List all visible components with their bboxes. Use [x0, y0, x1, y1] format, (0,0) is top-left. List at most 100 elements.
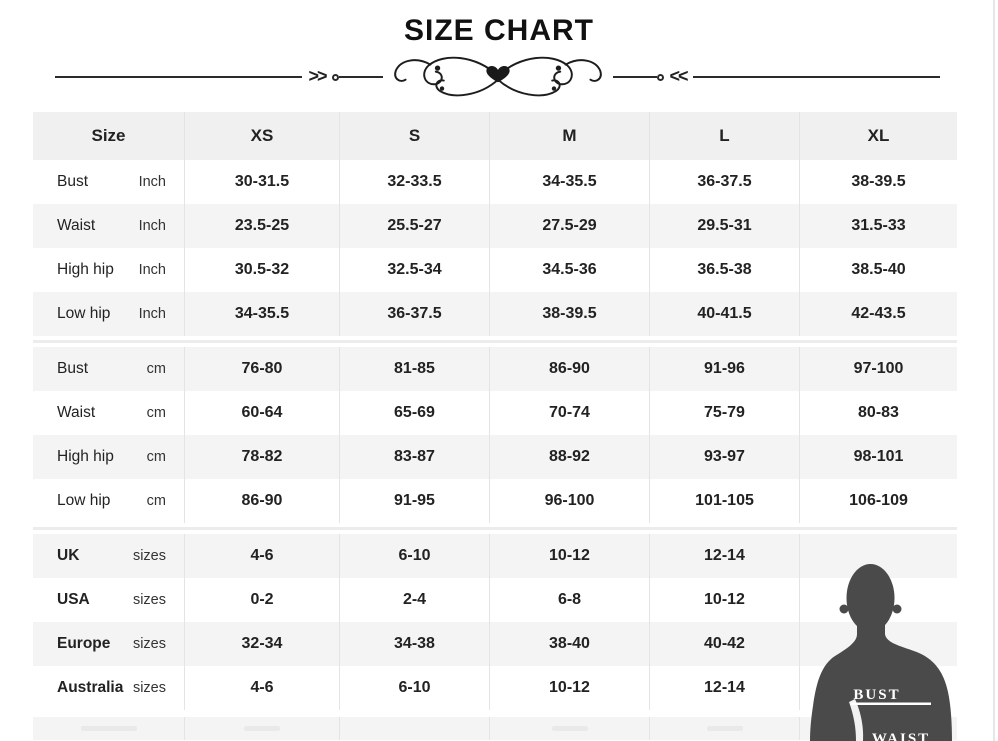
unit-label: sizes — [132, 548, 166, 564]
value-cell: 34-38 — [340, 622, 490, 666]
measure-label: High hip — [57, 448, 114, 465]
row-header-cell: High hip Inch — [33, 248, 185, 292]
row-header-cell: Bust cm — [33, 347, 185, 391]
value-cell: 10-12 — [650, 578, 800, 622]
row-header-cell: UK sizes — [33, 534, 185, 578]
value-cell: 86-90 — [185, 479, 340, 523]
value-cell: 10-12 — [490, 534, 650, 578]
value-cell: 23.5-25 — [185, 204, 340, 248]
row-header-cell: Bust Inch — [33, 160, 185, 204]
double-arrow-right-icon: >> — [308, 65, 327, 86]
arm-gap-highlight — [849, 699, 864, 741]
spacer-hairline — [33, 340, 957, 343]
value-cell: 12-14 — [650, 666, 800, 710]
table-row-waist-inch: Waist Inch 23.5-25 25.5-27 27.5-29 29.5-… — [33, 204, 957, 248]
value-cell: 91-95 — [340, 479, 490, 523]
row-header-cell: Low hip Inch — [33, 292, 185, 336]
divider-line-left — [55, 76, 303, 78]
region-label: Europe — [57, 635, 111, 652]
value-cell: 29.5-31 — [650, 204, 800, 248]
divider-line-inner-right — [612, 76, 657, 78]
page-title: SIZE CHART — [404, 14, 594, 47]
empty-cell — [340, 717, 490, 740]
table-row-bust-inch: Bust Inch 30-31.5 32-33.5 34-35.5 36-37.… — [33, 160, 957, 204]
ornamental-divider: >> << — [0, 53, 998, 101]
spacer-hairline — [33, 527, 957, 530]
value-cell: 32-34 — [185, 622, 340, 666]
unit-label: Inch — [138, 218, 166, 234]
section-gap — [33, 710, 957, 717]
table-row-partial-cutoff — [33, 717, 957, 740]
value-cell: 42-43.5 — [851, 305, 906, 322]
table-row-europe-sizes: Europe sizes 32-34 34-38 38-40 40-42 — [33, 622, 957, 666]
value-cell: 78-82 — [185, 435, 340, 479]
waist-label: WAIST — [872, 731, 930, 741]
header-cell-s: S — [340, 112, 490, 160]
value-cell: 31.5-33 — [851, 217, 906, 234]
ring-ornament-icon — [331, 73, 339, 81]
row-header-cell: Waist Inch — [33, 204, 185, 248]
value-cell: 27.5-29 — [490, 204, 650, 248]
value-cell: 30-31.5 — [185, 160, 340, 204]
unit-label: sizes — [132, 636, 166, 652]
bust-underline — [851, 702, 931, 705]
value-cell: 32-33.5 — [340, 160, 490, 204]
value-cell: 2-4 — [340, 578, 490, 622]
value-cell: 32.5-34 — [340, 248, 490, 292]
value-cell: 98-101 — [853, 448, 904, 465]
divider-line-inner-left — [338, 76, 383, 78]
body-silhouette: BUST WAIST — [810, 564, 952, 741]
size-chart-table: Size XS S M L XL Bust Inch 30-31.5 32-33… — [33, 112, 957, 740]
value-cell: 70-74 — [490, 391, 650, 435]
value-cell: 106-109 — [849, 492, 908, 509]
divider-line-right — [692, 76, 940, 78]
ring-ornament-icon — [656, 73, 664, 81]
table-row-usa-sizes: USA sizes 0-2 2-4 6-8 10-12 — [33, 578, 957, 622]
value-cell: 34.5-36 — [490, 248, 650, 292]
value-cell: 12-14 — [650, 534, 800, 578]
measure-label: Bust — [57, 360, 89, 377]
empty-cell — [490, 717, 650, 740]
unit-label: cm — [146, 493, 166, 509]
value-cell: 40-42 — [650, 622, 800, 666]
header-cell-l: L — [650, 112, 800, 160]
value-cell: 91-96 — [650, 347, 800, 391]
header-cell-xs: XS — [185, 112, 340, 160]
ghost-text-dash — [551, 726, 588, 731]
table-row-lowhip-cm: Low hip cm 86-90 91-95 96-100 101-105 10… — [33, 479, 957, 523]
ghost-text-dash — [706, 726, 743, 731]
value-cell: 97-100 — [853, 360, 904, 377]
value-cell: 6-10 — [340, 534, 490, 578]
empty-cell — [650, 717, 800, 740]
unit-label: sizes — [132, 592, 166, 608]
value-cell: 86-90 — [490, 347, 650, 391]
row-header-cell: High hip cm — [33, 435, 185, 479]
value-cell: 38.5-40 — [851, 261, 906, 278]
flourish-icon — [393, 56, 602, 97]
region-label: UK — [57, 547, 80, 564]
unit-label: cm — [146, 405, 166, 421]
row-header-cell: Waist cm — [33, 391, 185, 435]
unit-label: cm — [146, 361, 166, 377]
empty-cell — [33, 717, 185, 740]
value-cell: 65-69 — [340, 391, 490, 435]
value-cell: 34-35.5 — [185, 292, 340, 336]
header-cell-size: Size — [33, 112, 185, 160]
value-cell: 38-40 — [490, 622, 650, 666]
value-cell: 4-6 — [185, 534, 340, 578]
value-cell: 40-41.5 — [650, 292, 800, 336]
value-cell: 88-92 — [490, 435, 650, 479]
value-cell: 25.5-27 — [340, 204, 490, 248]
table-row-waist-cm: Waist cm 60-64 65-69 70-74 75-79 80-83 — [33, 391, 957, 435]
measure-label: Bust — [57, 173, 89, 190]
row-header-cell: USA sizes — [33, 578, 185, 622]
value-cell: 34-35.5 — [490, 160, 650, 204]
unit-label: Inch — [138, 306, 166, 322]
region-label: USA — [57, 591, 90, 608]
value-cell: 36-37.5 — [340, 292, 490, 336]
measure-label: Low hip — [57, 492, 111, 509]
table-row-highhip-cm: High hip cm 78-82 83-87 88-92 93-97 98-1… — [33, 435, 957, 479]
section-spacer — [33, 336, 957, 347]
table-row-uk-sizes: UK sizes 4-6 6-10 10-12 12-14 — [33, 534, 957, 578]
value-cell: 76-80 — [185, 347, 340, 391]
